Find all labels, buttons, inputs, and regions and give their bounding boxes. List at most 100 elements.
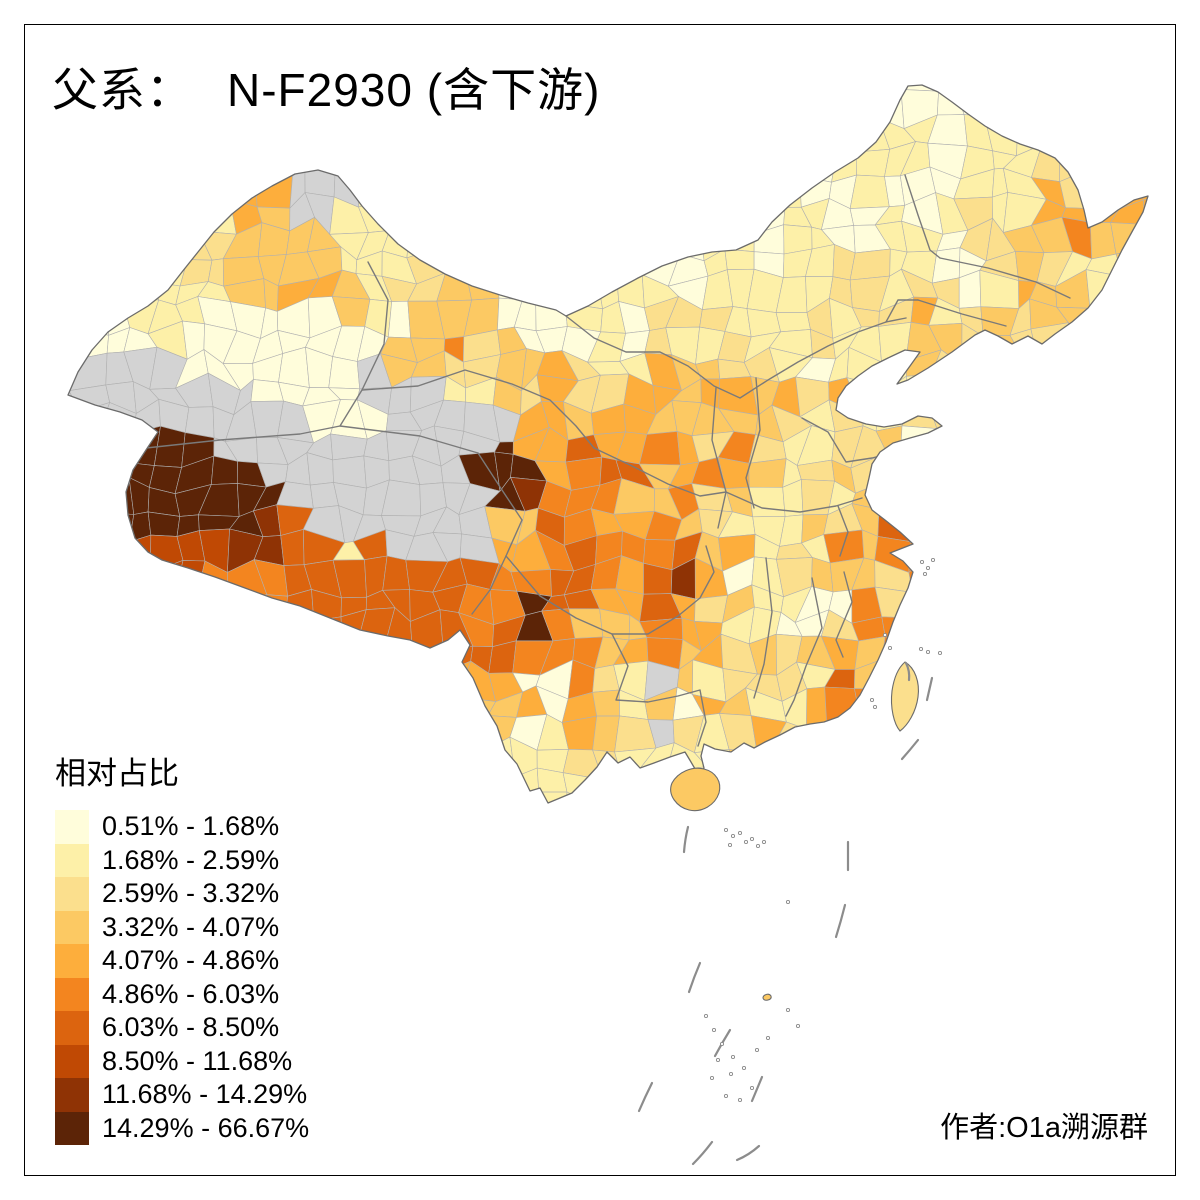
sea-islet-dot xyxy=(703,1013,709,1019)
sea-islet-dot xyxy=(755,843,761,849)
sea-islet-dot xyxy=(723,827,729,833)
sea-islet-dot xyxy=(785,1007,791,1013)
province-border-line xyxy=(611,633,707,747)
legend-class-label: 4.07% - 4.86% xyxy=(102,945,280,976)
taiwan-island xyxy=(890,661,919,732)
province-border-line xyxy=(904,174,941,259)
legend-item: 14.29% - 66.67% xyxy=(55,1111,310,1145)
sea-islet-dot xyxy=(918,646,924,652)
sea-islet-dot xyxy=(930,557,936,563)
sea-islet-dot xyxy=(882,632,888,638)
sea-islet-dot xyxy=(922,571,928,577)
sea-islet-dot xyxy=(727,842,733,848)
sea-islet-dot xyxy=(730,1054,736,1060)
province-border-line xyxy=(339,261,389,427)
sea-islets xyxy=(703,557,943,1103)
legend-class-label: 14.29% - 66.67% xyxy=(102,1112,310,1143)
province-border-line xyxy=(835,571,853,658)
legend-class-label: 6.03% - 8.50% xyxy=(102,1012,280,1043)
province-border-line xyxy=(785,577,823,717)
legend-swatch xyxy=(55,843,89,877)
province-border-line xyxy=(885,299,919,323)
legend-class-label: 3.32% - 4.07% xyxy=(102,911,280,942)
legend-swatch xyxy=(55,1078,89,1112)
province-border-line xyxy=(917,299,1007,327)
province-border-line xyxy=(939,257,1071,299)
sea-islet-dot xyxy=(925,649,931,655)
national-boundary-outline xyxy=(67,84,1149,804)
legend-swatch xyxy=(55,1011,89,1045)
legend-swatch xyxy=(55,1111,89,1145)
legend-class-label: 0.51% - 1.68% xyxy=(102,811,280,842)
pratas-island xyxy=(762,993,772,1001)
sea-islet-dot xyxy=(872,704,878,710)
legend-item: 1.68% - 2.59% xyxy=(55,843,309,877)
province-border-line xyxy=(593,447,727,497)
legend: 相对占比 0.51% - 1.68% 1.68% - 2.59% 2.59% - 3… xyxy=(55,748,309,1145)
sea-boundary-dash xyxy=(682,825,690,854)
legend-class-label: 2.59% - 3.32% xyxy=(102,878,280,909)
sea-islet-dot xyxy=(737,830,743,836)
map-title: 父系： N-F2930 (含下游) xyxy=(52,54,600,120)
province-border-line xyxy=(361,369,595,449)
sea-islet-dot xyxy=(869,697,875,703)
sea-boundary-dash xyxy=(834,903,847,939)
sea-boundary-dash xyxy=(900,738,920,761)
legend-item: 2.59% - 3.32% xyxy=(55,877,309,911)
sea-islet-dot xyxy=(887,645,893,651)
sea-islet-dot xyxy=(925,565,931,571)
legend-title: 相对占比 xyxy=(55,756,179,791)
legend-swatch xyxy=(55,910,89,944)
legend-swatch xyxy=(55,1044,89,1078)
province-border-line xyxy=(565,315,907,399)
province-border-line xyxy=(505,545,715,635)
legend-class-label: 11.68% - 14.29% xyxy=(102,1079,308,1110)
prefecture-cell xyxy=(1175,93,1200,122)
sea-islet-dot xyxy=(785,899,791,905)
province-border-line xyxy=(471,452,523,615)
sea-islet-dot xyxy=(937,650,943,656)
sea-islet-dot xyxy=(749,836,755,842)
legend-item: 0.51% - 1.68% xyxy=(55,810,309,844)
sea-islet-dot xyxy=(730,833,736,839)
sea-islet-dot xyxy=(795,1023,801,1029)
sea-islet-dot xyxy=(711,1027,717,1033)
plot-frame-border xyxy=(24,24,1176,1176)
sea-boundary-dash xyxy=(687,961,702,994)
legend-item: 8.50% - 11.68% xyxy=(55,1044,309,1078)
legend-swatch xyxy=(55,977,89,1011)
sea-boundary-dash xyxy=(750,1075,764,1103)
sea-islet-dot xyxy=(737,1097,743,1103)
sea-islet-dot xyxy=(728,1071,734,1077)
title-prefix: 父系： xyxy=(52,65,193,116)
title-value: N-F2930 (含下游) xyxy=(227,64,601,116)
province-borders xyxy=(145,174,1071,747)
prefecture-cell xyxy=(1176,62,1200,94)
legend-swatch xyxy=(55,810,89,844)
legend-swatch xyxy=(55,877,89,911)
sea-islet-dot xyxy=(709,1075,715,1081)
sea-islet-dot xyxy=(719,1041,725,1047)
sea-islet-dot xyxy=(741,1065,747,1071)
legend-class-label: 4.86% - 6.03% xyxy=(102,978,280,1009)
province-border-line xyxy=(725,491,863,513)
legend-class-label: 8.50% - 11.68% xyxy=(102,1045,293,1076)
sea-boundary-dash xyxy=(904,661,911,682)
legend-class-label: 1.68% - 2.59% xyxy=(102,844,280,875)
legend-item: 3.32% - 4.07% xyxy=(55,910,309,944)
province-border-line xyxy=(711,387,727,529)
legend-items: 0.51% - 1.68% 1.68% - 2.59% 2.59% - 3.32% 3… xyxy=(55,810,309,1145)
sea-boundary-dash xyxy=(691,1140,714,1166)
sea-islet-dot xyxy=(765,1035,771,1041)
sea-islet-dot xyxy=(749,1085,755,1091)
legend-item: 6.03% - 8.50% xyxy=(55,1011,309,1045)
legend-swatch xyxy=(55,944,89,978)
legend-item: 4.86% - 6.03% xyxy=(55,977,309,1011)
legend-item: 11.68% - 14.29% xyxy=(55,1078,309,1112)
province-border-line xyxy=(145,425,479,454)
sea-islet-dot xyxy=(919,559,925,565)
sea-boundary-dash xyxy=(925,676,934,702)
province-border-line xyxy=(745,377,761,509)
